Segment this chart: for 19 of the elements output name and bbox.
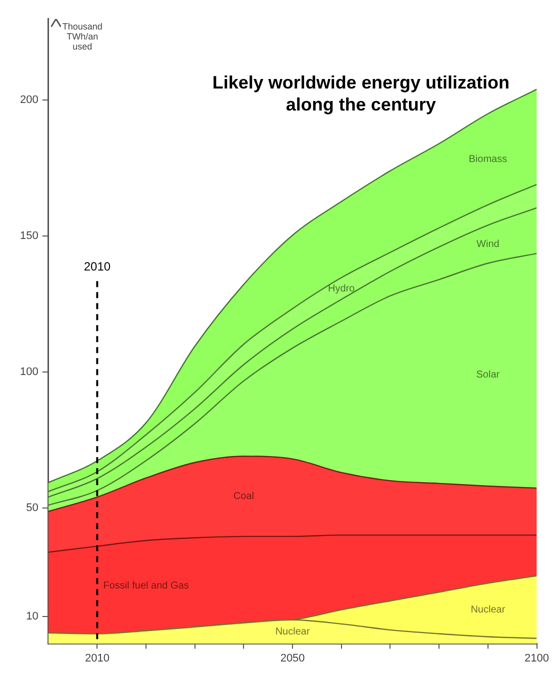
x-tick-label: 2050 bbox=[280, 652, 305, 664]
y-tick-label: 100 bbox=[20, 366, 38, 378]
series-label: Hydro bbox=[328, 283, 356, 294]
series-label: Biomass bbox=[468, 154, 508, 166]
ref-line-label: 2010 bbox=[84, 259, 111, 274]
series-label: Nuclear bbox=[470, 604, 506, 616]
series-label: Solar bbox=[476, 369, 500, 380]
y-tick-label: 150 bbox=[20, 230, 38, 242]
y-tick-label: 200 bbox=[20, 94, 38, 106]
series-label: Nuclear bbox=[275, 626, 310, 638]
text: Likely worldwide energy utilization along the century bbox=[212, 72, 510, 115]
x-tick-label: 2010 bbox=[84, 652, 110, 664]
series-label: Wind bbox=[476, 238, 500, 250]
y-axis-title: Thousand TWh/an used bbox=[62, 22, 102, 52]
series-label: Fossil fuel and Gas bbox=[103, 580, 189, 592]
y-tick-label: 10 bbox=[26, 610, 38, 623]
series-label: Coal bbox=[233, 491, 254, 502]
x-tick-label: 2100 bbox=[524, 652, 550, 664]
y-tick-label: 50 bbox=[26, 502, 38, 514]
